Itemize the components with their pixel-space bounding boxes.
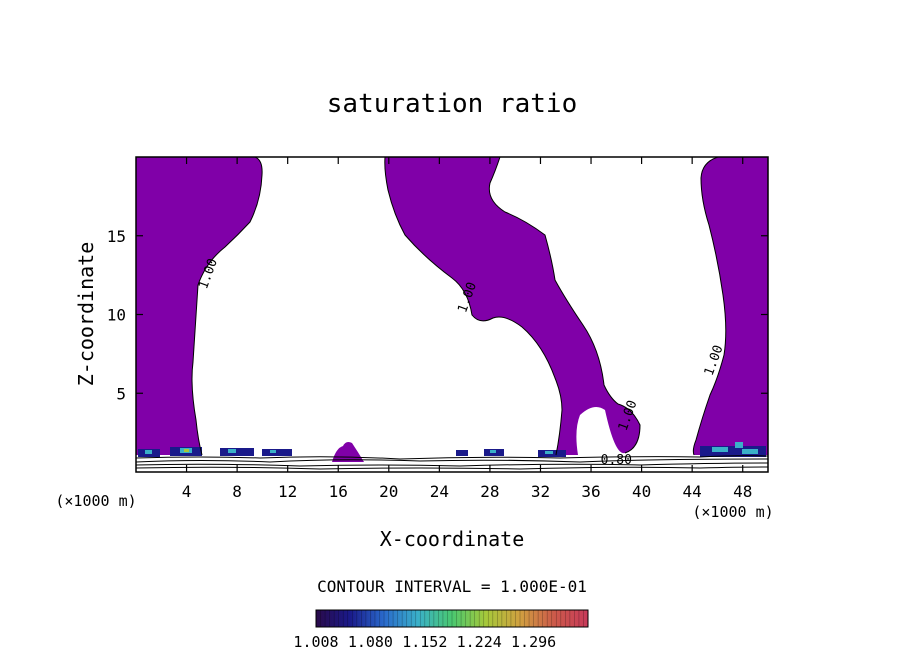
colorbar: [315, 609, 589, 628]
y-tick-label: 5: [116, 384, 126, 403]
x-tick-label: 16: [329, 482, 348, 501]
y-axis-label: Z-coordinate: [74, 242, 98, 387]
contour-labels: 1.001.001.001.000.80: [196, 257, 726, 468]
x-tick-label: 4: [182, 482, 192, 501]
y-tick-label: 10: [107, 306, 126, 325]
z-unit-label: (×1000 m): [692, 503, 773, 521]
x-tick-label: 32: [531, 482, 550, 501]
x-tick-label: 20: [379, 482, 398, 501]
colorbar-tick-label: 1.296: [511, 633, 556, 651]
x-unit-label: (×1000 m): [55, 492, 136, 510]
x-tick-label: 44: [683, 482, 702, 501]
supersaturated-region-middle: [384, 157, 640, 455]
x-tick-label: 48: [733, 482, 752, 501]
y-tick-label: 15: [107, 227, 126, 246]
x-tick-label: 24: [430, 482, 449, 501]
chart-title: saturation ratio: [327, 89, 577, 119]
x-tick-label: 40: [632, 482, 651, 501]
x-tick-label: 12: [278, 482, 297, 501]
x-tick-label: 8: [232, 482, 242, 501]
colorbar-tick-label: 1.152: [402, 633, 447, 651]
colorbar-tick-labels: 1.008 1.080 1.152 1.224 1.296: [293, 610, 584, 651]
contour-fill-layer: [136, 157, 768, 470]
supersaturated-region-right: [693, 157, 768, 455]
supersaturated-region-left: [136, 157, 263, 455]
colorbar-tick-label: 1.080: [348, 633, 393, 651]
colorbar-tick-label: 1.008: [293, 633, 338, 651]
contour-value-label: 0.80: [601, 453, 632, 468]
x-axis-label: X-coordinate: [380, 527, 525, 551]
low-level-cloud-patches: [138, 442, 766, 462]
contour-interval-text: CONTOUR INTERVAL = 1.000E-01: [317, 577, 587, 596]
x-tick-label: 36: [581, 482, 600, 501]
colorbar-tick-label: 1.224: [457, 633, 502, 651]
x-tick-label: 28: [480, 482, 499, 501]
contour-lines: [136, 157, 768, 470]
